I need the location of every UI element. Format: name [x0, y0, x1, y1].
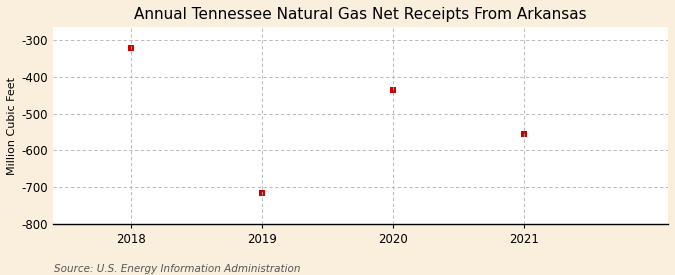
Title: Annual Tennessee Natural Gas Net Receipts From Arkansas: Annual Tennessee Natural Gas Net Receipt…: [134, 7, 587, 22]
Text: Source: U.S. Energy Information Administration: Source: U.S. Energy Information Administ…: [54, 264, 300, 274]
Y-axis label: Million Cubic Feet: Million Cubic Feet: [7, 77, 17, 175]
